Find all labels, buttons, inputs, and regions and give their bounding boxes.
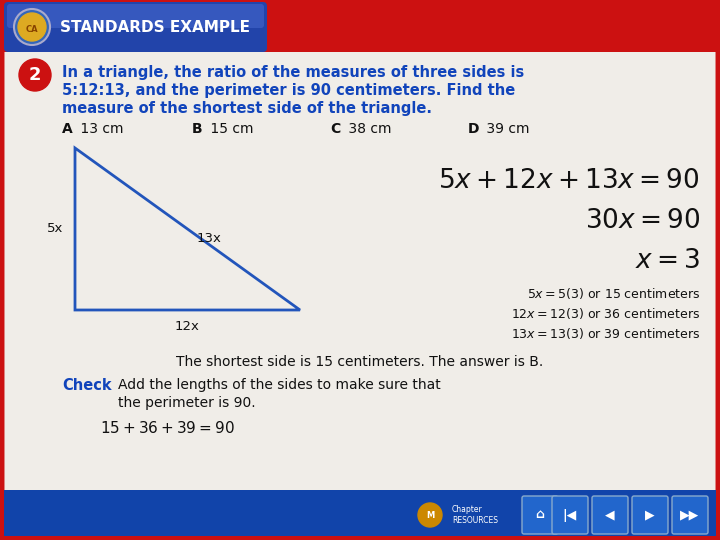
Text: 2: 2 (29, 66, 41, 84)
Text: $5x=5(3)$ or 15 centimeters: $5x=5(3)$ or 15 centimeters (526, 286, 700, 301)
Text: |◀: |◀ (563, 509, 577, 522)
Text: Extended Ratios in Triangles: Extended Ratios in Triangles (333, 17, 647, 37)
FancyBboxPatch shape (7, 4, 264, 28)
FancyBboxPatch shape (552, 496, 588, 534)
Text: 5x: 5x (47, 222, 63, 235)
Text: 38 cm: 38 cm (344, 122, 392, 136)
Text: 5:12:13, and the perimeter is 90 centimeters. Find the: 5:12:13, and the perimeter is 90 centime… (62, 83, 516, 98)
Text: $30x=90$: $30x=90$ (585, 208, 700, 233)
Text: 15 cm: 15 cm (206, 122, 253, 136)
Text: $13x=13(3)$ or 39 centimeters: $13x=13(3)$ or 39 centimeters (510, 326, 700, 341)
Text: C: C (330, 122, 341, 136)
Text: 13 cm: 13 cm (76, 122, 124, 136)
Text: Check: Check (62, 378, 112, 393)
Text: $12x=12(3)$ or 36 centimeters: $12x=12(3)$ or 36 centimeters (510, 306, 700, 321)
FancyBboxPatch shape (522, 496, 558, 534)
Circle shape (418, 503, 442, 527)
Text: ⌂: ⌂ (536, 509, 544, 522)
Text: A: A (62, 122, 73, 136)
Text: $5x+12x+13x=90$: $5x+12x+13x=90$ (438, 168, 700, 193)
Text: In a triangle, the ratio of the measures of three sides is: In a triangle, the ratio of the measures… (62, 65, 524, 80)
Text: CA: CA (26, 25, 38, 35)
Text: $x=3$: $x=3$ (635, 248, 700, 273)
Text: Add the lengths of the sides to make sure that: Add the lengths of the sides to make sur… (118, 378, 441, 392)
Text: B: B (192, 122, 202, 136)
Circle shape (14, 9, 50, 45)
FancyBboxPatch shape (4, 4, 716, 52)
Text: the perimeter is 90.: the perimeter is 90. (118, 396, 256, 410)
FancyBboxPatch shape (632, 496, 668, 534)
Text: ◀: ◀ (606, 509, 615, 522)
Text: STANDARDS EXAMPLE: STANDARDS EXAMPLE (60, 19, 250, 35)
FancyBboxPatch shape (4, 490, 716, 536)
Text: 12x: 12x (175, 320, 200, 333)
Circle shape (18, 13, 46, 41)
Text: ▶: ▶ (645, 509, 654, 522)
Text: D: D (468, 122, 480, 136)
Circle shape (19, 59, 51, 91)
Text: Chapter
RESOURCES: Chapter RESOURCES (452, 505, 498, 525)
Text: 39 cm: 39 cm (482, 122, 529, 136)
FancyBboxPatch shape (4, 2, 267, 52)
FancyBboxPatch shape (592, 496, 628, 534)
FancyBboxPatch shape (672, 496, 708, 534)
Text: $15+36+39=90$: $15+36+39=90$ (100, 420, 235, 436)
Text: The shortest side is 15 centimeters. The answer is B.: The shortest side is 15 centimeters. The… (176, 355, 544, 369)
Text: ▶▶: ▶▶ (680, 509, 700, 522)
Text: M: M (426, 510, 434, 519)
Text: measure of the shortest side of the triangle.: measure of the shortest side of the tria… (62, 101, 432, 116)
Text: 13x: 13x (197, 233, 222, 246)
